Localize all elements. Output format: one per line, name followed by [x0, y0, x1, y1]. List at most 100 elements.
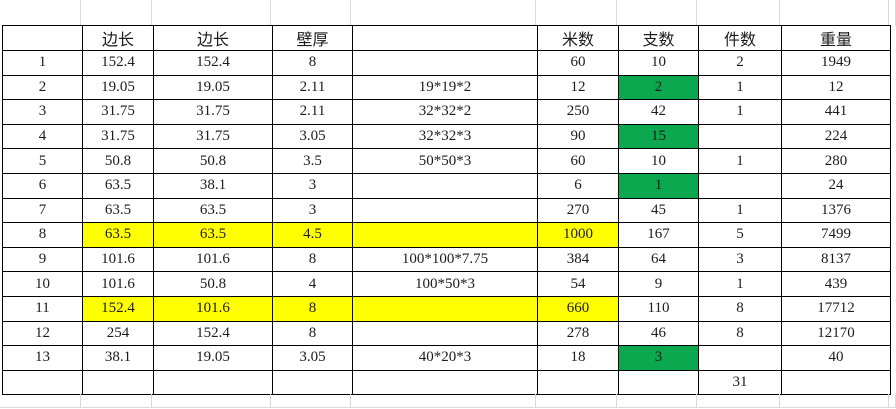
cell-piece-count[interactable]: 3	[618, 345, 699, 371]
cell-item-count[interactable]	[698, 123, 782, 150]
cell-row-number[interactable]: 5	[2, 148, 83, 174]
cell-side-length-2[interactable]: 50.8	[153, 271, 273, 297]
cell-weight[interactable]: 17712	[781, 295, 891, 322]
cell-wall-thickness[interactable]: 2.11	[272, 74, 353, 101]
cell-piece-count[interactable]: 15	[618, 123, 699, 150]
cell-wall-thickness[interactable]: 3	[272, 172, 353, 199]
cell-piece-count[interactable]: 46	[618, 320, 699, 347]
cell-weight[interactable]: 24	[781, 172, 891, 199]
cell-spec[interactable]: 100*100*7.75	[352, 246, 538, 273]
cell-piece-count[interactable]: 42	[618, 99, 699, 125]
cell-wall-thickness[interactable]: 3	[272, 197, 353, 224]
cell-wall-thickness[interactable]: 3.05	[272, 345, 353, 371]
cell-row-number[interactable]: 9	[2, 246, 83, 273]
cell-item-count[interactable]: 3	[698, 246, 782, 273]
cell-meters[interactable]: 270	[537, 197, 619, 224]
cell-item-count[interactable]: 1	[698, 271, 782, 297]
column-header-spec[interactable]	[352, 25, 538, 51]
cell-weight[interactable]: 224	[781, 123, 891, 150]
cell-weight[interactable]: 441	[781, 99, 891, 125]
cell-spec[interactable]: 32*32*2	[352, 99, 538, 125]
cell-wall-thickness[interactable]: 3.05	[272, 123, 353, 150]
cell-wall-thickness[interactable]: 2.11	[272, 99, 353, 125]
cell-side-length-1[interactable]: 63.5	[82, 222, 154, 248]
cell-item-count[interactable]: 1	[698, 74, 782, 101]
cell-weight[interactable]: 8137	[781, 246, 891, 273]
cell-side-length-2[interactable]: 101.6	[153, 246, 273, 273]
cell-piece-count[interactable]: 10	[618, 148, 699, 174]
cell-row-number[interactable]: 11	[2, 295, 83, 322]
cell-weight[interactable]: 280	[781, 148, 891, 174]
cell-piece-count[interactable]: 45	[618, 197, 699, 224]
cell-spec[interactable]	[352, 197, 538, 224]
cell-side-length-2[interactable]	[153, 369, 273, 396]
cell-weight[interactable]	[781, 369, 891, 396]
cell-row-number[interactable]: 1	[2, 50, 83, 76]
cell-meters[interactable]: 18	[537, 345, 619, 371]
cell-item-count[interactable]: 5	[698, 222, 782, 248]
cell-wall-thickness[interactable]: 3.5	[272, 148, 353, 174]
cell-weight[interactable]: 439	[781, 271, 891, 297]
cell-side-length-2[interactable]: 19.05	[153, 345, 273, 371]
cell-row-number[interactable]: 8	[2, 222, 83, 248]
cell-piece-count[interactable]: 64	[618, 246, 699, 273]
cell-row-number[interactable]: 3	[2, 99, 83, 125]
cell-row-number[interactable]: 12	[2, 320, 83, 347]
cell-side-length-1[interactable]: 63.5	[82, 197, 154, 224]
cell-weight[interactable]: 1376	[781, 197, 891, 224]
column-header-meters[interactable]: 米数	[537, 25, 619, 51]
cell-spec[interactable]: 40*20*3	[352, 345, 538, 371]
cell-row-number[interactable]: 2	[2, 74, 83, 101]
cell-wall-thickness[interactable]: 8	[272, 50, 353, 76]
cell-row-number[interactable]: 4	[2, 123, 83, 150]
cell-weight[interactable]: 7499	[781, 222, 891, 248]
cell-item-count[interactable]: 1	[698, 148, 782, 174]
cell-wall-thickness[interactable]: 4.5	[272, 222, 353, 248]
cell-side-length-2[interactable]: 63.5	[153, 222, 273, 248]
cell-row-number[interactable]: 7	[2, 197, 83, 224]
cell-spec[interactable]	[352, 369, 538, 396]
cell-meters[interactable]: 6	[537, 172, 619, 199]
cell-spec[interactable]: 32*32*3	[352, 123, 538, 150]
cell-side-length-1[interactable]: 101.6	[82, 271, 154, 297]
cell-side-length-1[interactable]: 19.05	[82, 74, 154, 101]
cell-spec[interactable]	[352, 295, 538, 322]
cell-meters[interactable]: 1000	[537, 222, 619, 248]
column-header-row-number[interactable]	[2, 25, 83, 51]
cell-meters[interactable]: 250	[537, 99, 619, 125]
cell-spec[interactable]: 100*50*3	[352, 271, 538, 297]
cell-side-length-2[interactable]: 38.1	[153, 172, 273, 199]
cell-row-number[interactable]: 6	[2, 172, 83, 199]
cell-side-length-1[interactable]: 63.5	[82, 172, 154, 199]
column-header-weight[interactable]: 重量	[781, 25, 891, 51]
cell-item-count[interactable]: 31	[698, 369, 782, 396]
cell-meters[interactable]: 54	[537, 271, 619, 297]
cell-spec[interactable]: 50*50*3	[352, 148, 538, 174]
cell-weight[interactable]: 12	[781, 74, 891, 101]
cell-side-length-2[interactable]: 152.4	[153, 320, 273, 347]
cell-wall-thickness[interactable]: 8	[272, 320, 353, 347]
cell-weight[interactable]: 40	[781, 345, 891, 371]
cell-wall-thickness[interactable]: 4	[272, 271, 353, 297]
cell-side-length-2[interactable]: 31.75	[153, 123, 273, 150]
cell-side-length-2[interactable]: 19.05	[153, 74, 273, 101]
cell-item-count[interactable]: 2	[698, 50, 782, 76]
cell-meters[interactable]: 12	[537, 74, 619, 101]
cell-piece-count[interactable]: 167	[618, 222, 699, 248]
column-header-side-length-2[interactable]: 边长	[153, 25, 273, 51]
cell-spec[interactable]	[352, 172, 538, 199]
cell-side-length-2[interactable]: 31.75	[153, 99, 273, 125]
cell-weight[interactable]: 12170	[781, 320, 891, 347]
cell-side-length-2[interactable]: 63.5	[153, 197, 273, 224]
cell-spec[interactable]	[352, 222, 538, 248]
column-header-wall-thickness[interactable]: 壁厚	[272, 25, 353, 51]
cell-side-length-1[interactable]: 152.4	[82, 295, 154, 322]
cell-row-number[interactable]: 13	[2, 345, 83, 371]
cell-item-count[interactable]: 1	[698, 99, 782, 125]
cell-wall-thickness[interactable]: 8	[272, 295, 353, 322]
cell-weight[interactable]: 1949	[781, 50, 891, 76]
cell-wall-thickness[interactable]	[272, 369, 353, 396]
cell-item-count[interactable]: 8	[698, 295, 782, 322]
cell-spec[interactable]	[352, 50, 538, 76]
cell-spec[interactable]: 19*19*2	[352, 74, 538, 101]
